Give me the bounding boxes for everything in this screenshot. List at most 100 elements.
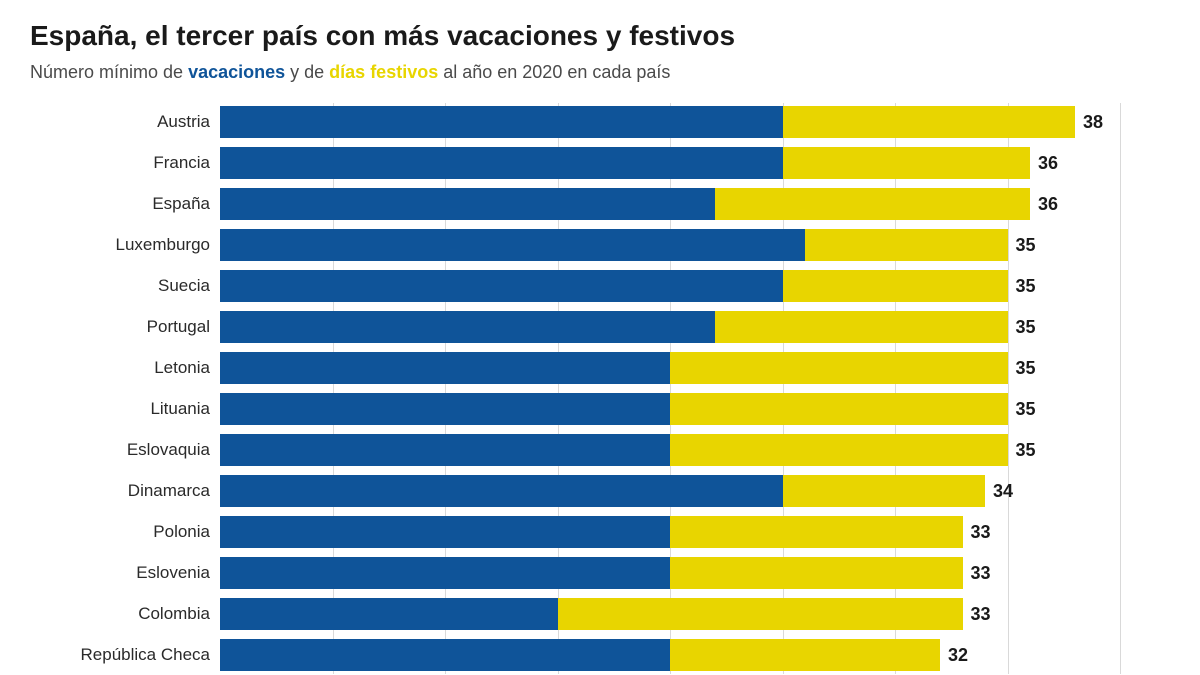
chart-row: Dinamarca 34 [30, 472, 1170, 510]
segment-vacaciones [220, 106, 783, 138]
bar-area: 35 [220, 349, 1170, 387]
segment-vacaciones [220, 598, 558, 630]
bar [220, 106, 1075, 138]
total-value: 33 [971, 604, 991, 625]
total-value: 35 [1016, 358, 1036, 379]
keyword-festivos: días festivos [329, 62, 438, 82]
chart-row: República Checa 32 [30, 636, 1170, 674]
bar-area: 33 [220, 554, 1170, 592]
total-value: 35 [1016, 317, 1036, 338]
segment-vacaciones [220, 311, 715, 343]
segment-festivos [670, 516, 963, 548]
chart-row: Austria38 [30, 103, 1170, 141]
country-label: Polonia [30, 522, 220, 542]
segment-festivos [670, 393, 1008, 425]
bar-area: 38 [220, 103, 1170, 141]
segment-festivos [715, 311, 1008, 343]
segment-festivos [783, 147, 1031, 179]
chart-row: Letonia35 [30, 349, 1170, 387]
chart-subtitle: Número mínimo de vacaciones y de días fe… [30, 62, 1170, 83]
segment-vacaciones [220, 557, 670, 589]
segment-festivos [670, 352, 1008, 384]
total-value: 36 [1038, 194, 1058, 215]
bar-chart: Austria38Francia36España36Luxemburgo35Su… [30, 103, 1170, 674]
segment-festivos [805, 229, 1008, 261]
subtitle-text: Número mínimo de [30, 62, 188, 82]
country-label: Austria [30, 112, 220, 132]
country-label: Suecia [30, 276, 220, 296]
segment-festivos [715, 188, 1030, 220]
chart-row: Portugal 35 [30, 308, 1170, 346]
segment-vacaciones [220, 475, 783, 507]
segment-vacaciones [220, 352, 670, 384]
chart-row: Polonia 33 [30, 513, 1170, 551]
chart-row: Eslovaquia 35 [30, 431, 1170, 469]
segment-vacaciones [220, 229, 805, 261]
bar [220, 434, 1008, 466]
bar [220, 229, 1008, 261]
total-value: 34 [993, 481, 1013, 502]
chart-row: España 36 [30, 185, 1170, 223]
bar [220, 147, 1030, 179]
bar-area: 32 [220, 636, 1170, 674]
country-label: Portugal [30, 317, 220, 337]
bar-area: 35 [220, 390, 1170, 428]
chart-row: Suecia 35 [30, 267, 1170, 305]
total-value: 32 [948, 645, 968, 666]
chart-title: España, el tercer país con más vacacione… [30, 20, 1170, 52]
chart-row: Colombia 33 [30, 595, 1170, 633]
bar-area: 35 [220, 308, 1170, 346]
segment-vacaciones [220, 188, 715, 220]
subtitle-text: y de [285, 62, 329, 82]
total-value: 35 [1016, 399, 1036, 420]
segment-festivos [670, 434, 1008, 466]
segment-festivos [670, 557, 963, 589]
segment-festivos [783, 270, 1008, 302]
bar [220, 311, 1008, 343]
segment-festivos [783, 106, 1076, 138]
bar [220, 475, 985, 507]
total-value: 35 [1016, 276, 1036, 297]
segment-festivos [558, 598, 963, 630]
bar-area: 33 [220, 513, 1170, 551]
total-value: 33 [971, 563, 991, 584]
bar [220, 393, 1008, 425]
subtitle-text: al año en 2020 en cada país [438, 62, 670, 82]
bar [220, 516, 963, 548]
bar-area: 35 [220, 431, 1170, 469]
keyword-vacaciones: vacaciones [188, 62, 285, 82]
total-value: 33 [971, 522, 991, 543]
country-label: Lituania [30, 399, 220, 419]
country-label: Eslovenia [30, 563, 220, 583]
segment-vacaciones [220, 434, 670, 466]
segment-festivos [783, 475, 986, 507]
bar [220, 598, 963, 630]
segment-vacaciones [220, 393, 670, 425]
country-label: Eslovaquia [30, 440, 220, 460]
bar [220, 270, 1008, 302]
segment-vacaciones [220, 516, 670, 548]
bar-area: 33 [220, 595, 1170, 633]
bar-area: 36 [220, 144, 1170, 182]
total-value: 35 [1016, 235, 1036, 256]
country-label: República Checa [30, 645, 220, 665]
country-label: España [30, 194, 220, 214]
country-label: Colombia [30, 604, 220, 624]
bar-area: 35 [220, 267, 1170, 305]
bar [220, 188, 1030, 220]
chart-row: Lituania 35 [30, 390, 1170, 428]
total-value: 35 [1016, 440, 1036, 461]
chart-row: Francia36 [30, 144, 1170, 182]
country-label: Dinamarca [30, 481, 220, 501]
bar [220, 352, 1008, 384]
chart-row: Luxemburgo35 [30, 226, 1170, 264]
bar-area: 34 [220, 472, 1170, 510]
segment-vacaciones [220, 270, 783, 302]
bar [220, 557, 963, 589]
chart-row: Eslovenia 33 [30, 554, 1170, 592]
segment-vacaciones [220, 639, 670, 671]
bar-area: 36 [220, 185, 1170, 223]
segment-vacaciones [220, 147, 783, 179]
segment-festivos [670, 639, 940, 671]
bar [220, 639, 940, 671]
